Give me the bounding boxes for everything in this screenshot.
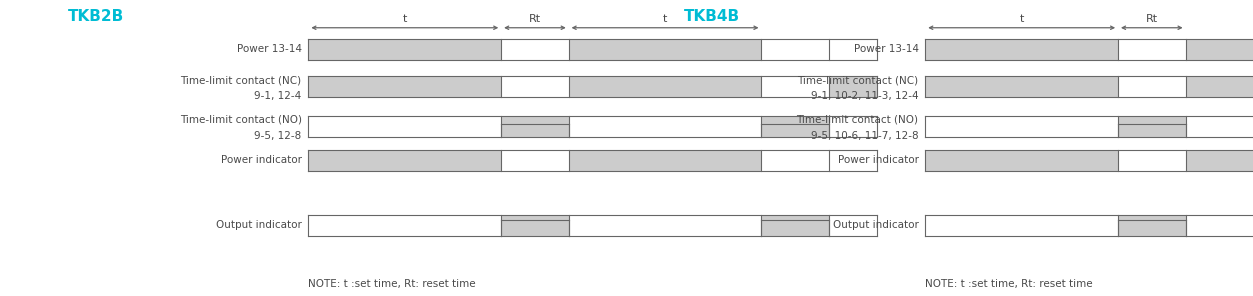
Text: Rt: Rt — [1145, 14, 1158, 24]
Bar — [1185, 39, 1253, 60]
Text: 9-5, 10-6, 11-7, 12-8: 9-5, 10-6, 11-7, 12-8 — [811, 131, 918, 141]
Text: Time-limit contact (NO): Time-limit contact (NO) — [797, 115, 918, 125]
Bar — [1185, 150, 1253, 171]
Text: Time-limit contact (NO): Time-limit contact (NO) — [179, 115, 302, 125]
Text: t: t — [663, 14, 668, 24]
Bar — [762, 116, 829, 137]
Text: NOTE: t :set time, Rt: reset time: NOTE: t :set time, Rt: reset time — [925, 279, 1093, 289]
Bar — [569, 76, 762, 97]
Bar — [925, 150, 1118, 171]
Text: 9-1, 12-4: 9-1, 12-4 — [254, 91, 302, 101]
Text: t: t — [402, 14, 407, 24]
Text: Power indicator: Power indicator — [221, 155, 302, 165]
Text: Power 13-14: Power 13-14 — [237, 44, 302, 54]
Bar — [1118, 215, 1185, 236]
Bar — [501, 116, 569, 137]
Text: TKB2B: TKB2B — [68, 9, 124, 24]
Text: 9-1, 10-2, 11-3, 12-4: 9-1, 10-2, 11-3, 12-4 — [811, 91, 918, 101]
Text: Power 13-14: Power 13-14 — [853, 44, 918, 54]
Bar — [925, 39, 1118, 60]
Text: Rt: Rt — [529, 14, 541, 24]
Bar — [925, 76, 1118, 97]
Bar — [1185, 76, 1253, 97]
Text: Time-limit contact (NC): Time-limit contact (NC) — [797, 75, 918, 85]
Text: TKB4B: TKB4B — [684, 9, 741, 24]
Bar — [762, 215, 829, 236]
Bar — [569, 150, 762, 171]
Bar — [569, 39, 762, 60]
Text: t: t — [1020, 14, 1024, 24]
Bar — [829, 76, 877, 97]
Text: Time-limit contact (NC): Time-limit contact (NC) — [180, 75, 302, 85]
Text: NOTE: t :set time, Rt: reset time: NOTE: t :set time, Rt: reset time — [308, 279, 476, 289]
Bar — [308, 39, 501, 60]
Text: Power indicator: Power indicator — [837, 155, 918, 165]
Text: Output indicator: Output indicator — [833, 220, 918, 230]
Text: Output indicator: Output indicator — [216, 220, 302, 230]
Bar — [308, 150, 501, 171]
Bar — [501, 215, 569, 236]
Text: 9-5, 12-8: 9-5, 12-8 — [254, 131, 302, 141]
Bar — [1118, 116, 1185, 137]
Bar — [308, 76, 501, 97]
